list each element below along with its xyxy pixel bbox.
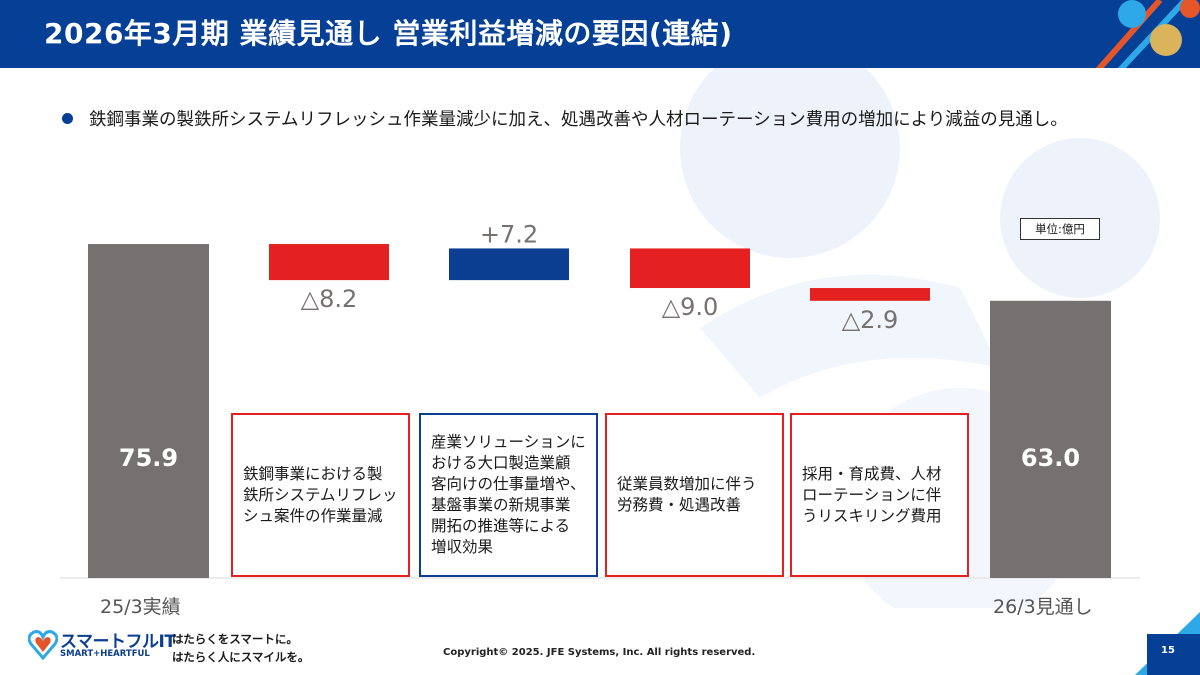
- category-label-start: 25/3実績: [100, 596, 181, 618]
- bar-step-2: [449, 248, 569, 281]
- note-box-2: 産業ソリューションに おける大口製造業顧 客向けの仕事量増や、 基盤事業の新規事…: [419, 413, 598, 577]
- copyright-text: Copyright© 2025. JFE Systems, Inc. All r…: [443, 647, 756, 658]
- data-label-step-4: △2.9: [842, 306, 899, 334]
- bar-end-total: [990, 300, 1111, 578]
- waterfall-chart: 75.9 △8.2 +7.2 △9.0 △2.9 63.0: [60, 220, 1140, 579]
- page-number: 15: [1161, 645, 1175, 656]
- note-text-4: 採用・育成費、人材 ローテーションに伴 うリスキリング費用: [802, 464, 942, 525]
- brand-decoration-icon: [1095, 0, 1200, 68]
- data-label-step-1: △8.2: [301, 285, 358, 313]
- data-label-start-total: 75.9: [119, 444, 178, 472]
- summary-text: 鉄鋼事業の製鉄所システムリフレッシュ作業量減少に加え、処遇改善や人材ローテーショ…: [89, 110, 1068, 130]
- brand-logo-text: スマートフルIT: [60, 632, 176, 652]
- title-bar: 2026年3月期 業績見通し 営業利益増減の要因(連結): [0, 0, 1200, 68]
- note-box-4: 採用・育成費、人材 ローテーションに伴 うリスキリング費用: [790, 413, 969, 577]
- data-label-step-3: △9.0: [662, 293, 719, 321]
- note-text-1: 鉄鋼事業における製 鉄所システムリフレッ シュ案件の作業量減: [243, 464, 398, 525]
- note-box-3: 従業員数増加に伴う 労務費・処遇改善: [605, 413, 784, 577]
- page-corner-decoration: [1135, 612, 1200, 675]
- bar-start-total: [88, 244, 209, 579]
- note-text-2: 産業ソリューションに おける大口製造業顧 客向けの仕事量増や、 基盤事業の新規事…: [431, 433, 586, 556]
- bullet-icon: [62, 113, 73, 124]
- data-label-end-total: 63.0: [1021, 444, 1080, 472]
- note-box-1: 鉄鋼事業における製 鉄所システムリフレッ シュ案件の作業量減: [231, 413, 410, 577]
- category-label-end: 26/3見通し: [993, 596, 1093, 618]
- heart-logo-icon: [28, 630, 58, 660]
- bar-step-1: [269, 244, 389, 281]
- unit-label: 単位:億円: [1020, 218, 1100, 240]
- bar-step-4: [810, 288, 930, 301]
- note-text-3: 従業員数増加に伴う 労務費・処遇改善: [617, 475, 757, 514]
- brand-logo-subtext: SMART+HEARTFUL: [60, 649, 150, 659]
- brand-tagline: はたらくをスマートに。 はたらく人にスマイルを。: [172, 632, 310, 664]
- bar-step-3: [630, 248, 750, 289]
- page-title: 2026年3月期 業績見通し 営業利益増減の要因(連結): [44, 17, 733, 50]
- data-label-step-2: +7.2: [480, 220, 538, 248]
- summary-bullet: 鉄鋼事業の製鉄所システムリフレッシュ作業量減少に加え、処遇改善や人材ローテーショ…: [62, 106, 1068, 131]
